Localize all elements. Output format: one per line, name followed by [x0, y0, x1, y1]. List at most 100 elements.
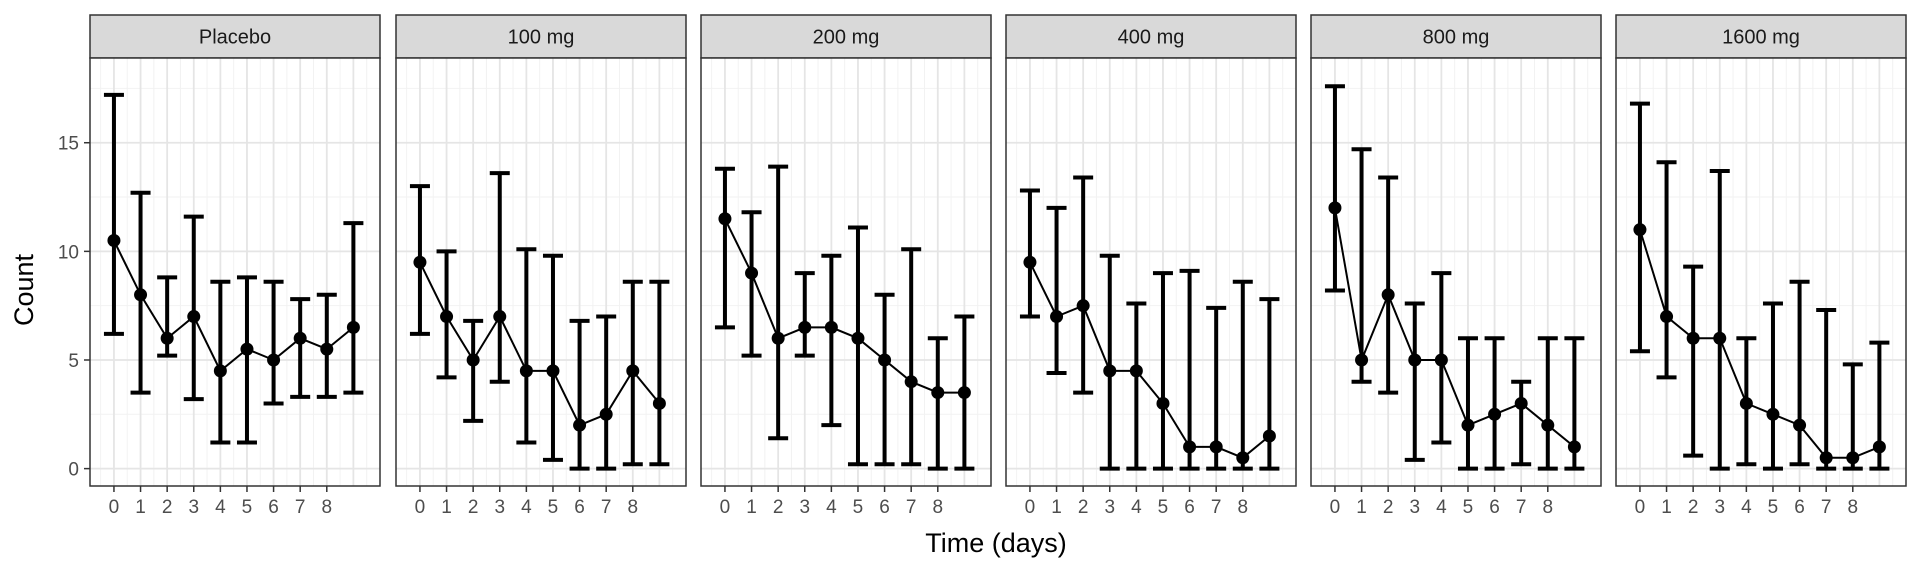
data-point — [1872, 440, 1886, 454]
x-tick-label: 4 — [215, 497, 226, 518]
x-tick-label: 0 — [1330, 497, 1341, 518]
series-line — [1638, 229, 1880, 459]
facet-strip — [1615, 14, 1907, 59]
x-tick-label: 3 — [494, 497, 505, 518]
data-point — [1262, 429, 1276, 443]
x-tick-label: 5 — [1768, 497, 1779, 518]
y-tick-label: 15 — [58, 134, 79, 155]
x-tick-label: 6 — [1794, 497, 1805, 518]
facet-panel: 400 mg 0 1 2 3 4 5 6 7 8 — [1005, 14, 1297, 518]
x-tick-label: 2 — [1688, 497, 1699, 518]
data-point — [134, 288, 148, 302]
facet-panel: 800 mg 0 1 2 3 4 5 6 7 8 — [1310, 14, 1602, 518]
x-tick-label: 4 — [826, 497, 837, 518]
x-tick-label: 7 — [601, 497, 612, 518]
data-point — [187, 310, 201, 324]
x-tick-label: 4 — [1741, 497, 1752, 518]
series-line — [724, 218, 965, 394]
facet-strip-label: 100 mg — [508, 27, 575, 49]
facet-panel: 1600 mg 0 1 2 3 4 5 6 7 8 — [1615, 14, 1907, 518]
x-tick-label: 5 — [1463, 497, 1474, 518]
data-point — [931, 386, 945, 400]
x-tick-label: 1 — [441, 497, 452, 518]
facet-strip-label: 400 mg — [1118, 27, 1185, 49]
series-line — [1029, 261, 1271, 459]
data-point — [320, 342, 334, 356]
facet-strip-label: 1600 mg — [1722, 27, 1800, 49]
x-tick-label: 8 — [932, 497, 943, 518]
data-point — [413, 255, 427, 269]
x-tick-label: 7 — [1516, 497, 1527, 518]
data-point — [1236, 451, 1250, 465]
data-point — [107, 233, 121, 247]
panel-border — [89, 57, 381, 487]
x-tick-label: 3 — [1409, 497, 1420, 518]
x-tick-label: 2 — [1383, 497, 1394, 518]
data-point — [652, 396, 666, 410]
y-tick-label: 0 — [68, 460, 79, 481]
data-point — [213, 364, 227, 378]
y-axis-title: Count — [9, 253, 39, 326]
facet-strip-label: 800 mg — [1423, 27, 1490, 49]
data-point — [1739, 396, 1753, 410]
x-tick-label: 2 — [1078, 497, 1089, 518]
data-point — [493, 310, 507, 324]
facet-strip — [395, 14, 687, 59]
data-point — [1541, 418, 1555, 432]
x-tick-label: 1 — [1356, 497, 1367, 518]
data-point — [1129, 364, 1143, 378]
x-tick-label: 8 — [1237, 497, 1248, 518]
data-point — [1846, 451, 1860, 465]
x-tick-label: 6 — [574, 497, 585, 518]
data-point — [1408, 353, 1422, 367]
data-point — [957, 386, 971, 400]
series-line — [113, 240, 355, 373]
panel-background — [90, 58, 380, 486]
data-point — [718, 212, 732, 226]
x-tick-label: 5 — [548, 497, 559, 518]
y-axis: 0 5 10 15 — [58, 134, 90, 481]
data-point — [904, 375, 918, 389]
data-point — [1488, 407, 1502, 421]
x-tick-label: 7 — [1821, 497, 1832, 518]
data-point — [546, 364, 560, 378]
data-point — [771, 331, 785, 345]
x-tick-label: 8 — [321, 497, 332, 518]
data-point — [1434, 353, 1448, 367]
data-point — [1793, 418, 1807, 432]
x-tick-label: 1 — [746, 497, 757, 518]
data-point — [1156, 396, 1170, 410]
data-point — [1713, 331, 1727, 345]
y-tick-label: 5 — [68, 351, 79, 372]
data-point — [1766, 407, 1780, 421]
data-point — [573, 418, 587, 432]
data-point — [745, 266, 759, 280]
data-point — [1660, 310, 1674, 324]
data-point — [1567, 440, 1581, 454]
x-tick-label: 7 — [295, 497, 306, 518]
x-tick-label: 0 — [415, 497, 426, 518]
x-tick-label: 6 — [1184, 497, 1195, 518]
x-tick-label: 1 — [135, 497, 146, 518]
x-axis-title: Time (days) — [925, 528, 1067, 558]
data-point — [1050, 310, 1064, 324]
facet-strip — [89, 14, 381, 59]
data-point — [440, 310, 454, 324]
panel-border — [1005, 57, 1297, 487]
x-tick-label: 4 — [1436, 497, 1447, 518]
panel-background — [396, 58, 686, 486]
facet-panel: 200 mg 0 1 2 3 4 5 6 7 8 — [700, 14, 992, 518]
x-tick-label: 6 — [1489, 497, 1500, 518]
data-point — [824, 320, 838, 334]
x-tick-label: 0 — [1025, 497, 1036, 518]
data-point — [1183, 440, 1197, 454]
x-tick-label: 5 — [1158, 497, 1169, 518]
panel-border — [700, 57, 992, 487]
series-line — [419, 261, 661, 427]
data-point — [851, 331, 865, 345]
data-point — [1461, 418, 1475, 432]
x-tick-label: 2 — [773, 497, 784, 518]
x-tick-label: 0 — [109, 497, 120, 518]
